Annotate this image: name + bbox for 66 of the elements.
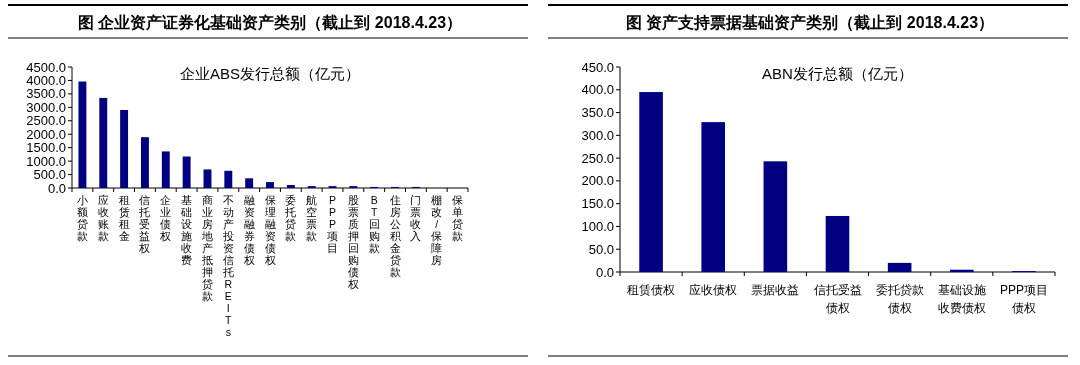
bar bbox=[99, 97, 108, 188]
bar bbox=[182, 156, 191, 188]
x-tick-label: 租赁租金 bbox=[118, 194, 130, 242]
bar bbox=[639, 92, 663, 272]
x-tick-label: 股票质押回购债权 bbox=[346, 194, 359, 290]
x-tick-label: 住房公积金贷款 bbox=[389, 194, 401, 278]
x-tick-label: 棚改/保障房 bbox=[431, 194, 443, 266]
y-tick-label: 3000.0 bbox=[26, 99, 66, 115]
x-tick-label: 航空票款 bbox=[306, 194, 318, 242]
bar bbox=[701, 122, 726, 272]
bar bbox=[203, 169, 212, 188]
y-tick-label: 2000.0 bbox=[26, 126, 66, 142]
y-tick-label: 450.0 bbox=[581, 59, 614, 75]
x-tick-label: 租赁债权 bbox=[627, 283, 676, 297]
x-tick-label: 基础设施收费 bbox=[180, 194, 193, 266]
y-tick-label: 250.0 bbox=[581, 150, 614, 166]
x-tick-label: 小额贷款 bbox=[76, 194, 88, 242]
bar bbox=[78, 81, 87, 188]
category-label: 不动产投资信托REITs bbox=[222, 194, 234, 338]
x-tick-label: PPP项目债权 bbox=[999, 283, 1048, 315]
bar bbox=[763, 161, 788, 272]
bar bbox=[286, 185, 295, 188]
y-tick-label: 350.0 bbox=[581, 105, 614, 121]
y-tick-label: 150.0 bbox=[581, 196, 614, 212]
y-tick-label: 50.0 bbox=[588, 241, 614, 257]
y-tick-label: 4500.0 bbox=[26, 59, 66, 75]
y-tick-label: 200.0 bbox=[581, 173, 614, 189]
y-tick-label: 100.0 bbox=[581, 218, 614, 234]
bar bbox=[161, 151, 170, 188]
y-tick-label: 1500.0 bbox=[26, 140, 66, 156]
bar bbox=[245, 178, 254, 188]
x-tick-label: 基础设施收费债权 bbox=[937, 283, 986, 315]
y-tick-label: 2500.0 bbox=[26, 113, 66, 129]
y-tick-label: 4000.0 bbox=[26, 72, 66, 88]
y-tick-label: 300.0 bbox=[581, 127, 614, 143]
x-tick-label: 应收债权 bbox=[689, 283, 738, 297]
bar bbox=[266, 182, 274, 188]
x-tick-label: 票据收益 bbox=[751, 283, 800, 297]
x-tick-label: 企业债权 bbox=[159, 194, 172, 242]
x-tick-label: 保理融资债权 bbox=[263, 194, 276, 266]
chart-title: 图 企业资产证券化基础资产类别（截止到 2018.4.23） bbox=[77, 14, 463, 32]
x-tick-label: 保单贷款 bbox=[452, 194, 464, 242]
x-tick-label: 委托贷款 bbox=[284, 194, 297, 242]
y-tick-label: 400.0 bbox=[581, 82, 614, 98]
bar bbox=[887, 262, 912, 272]
x-tick-label: 应收账款 bbox=[97, 194, 109, 242]
bar bbox=[224, 170, 233, 188]
y-tick-label: 1000.0 bbox=[26, 153, 66, 169]
y-tick-label: 0.0 bbox=[47, 180, 66, 196]
chart-title: 图 资产支持票据基础资产类别（截止到 2018.4.23） bbox=[625, 14, 995, 32]
bar bbox=[120, 110, 129, 188]
x-tick-label: 门票收入 bbox=[410, 194, 422, 242]
x-tick-label: BT回购款 bbox=[368, 194, 380, 254]
x-tick-label: 信托受益权 bbox=[138, 194, 151, 254]
annotation: ABN发行总额（亿元） bbox=[762, 65, 913, 82]
y-tick-label: 3500.0 bbox=[26, 86, 66, 102]
x-tick-label: 信托受益债权 bbox=[813, 283, 862, 315]
x-tick-label: PPP项目 bbox=[327, 194, 339, 254]
x-tick-label: 融资融券债权 bbox=[242, 194, 255, 266]
bar bbox=[825, 215, 850, 272]
x-tick-label: 委托贷款债权 bbox=[875, 283, 924, 315]
annotation: 企业ABS发行总额（亿元） bbox=[179, 65, 361, 82]
category-label: 商业房地产抵押贷款 bbox=[201, 194, 213, 302]
y-tick-label: 500.0 bbox=[33, 167, 66, 183]
bar bbox=[140, 137, 149, 188]
y-tick-label: 0.0 bbox=[595, 264, 614, 280]
